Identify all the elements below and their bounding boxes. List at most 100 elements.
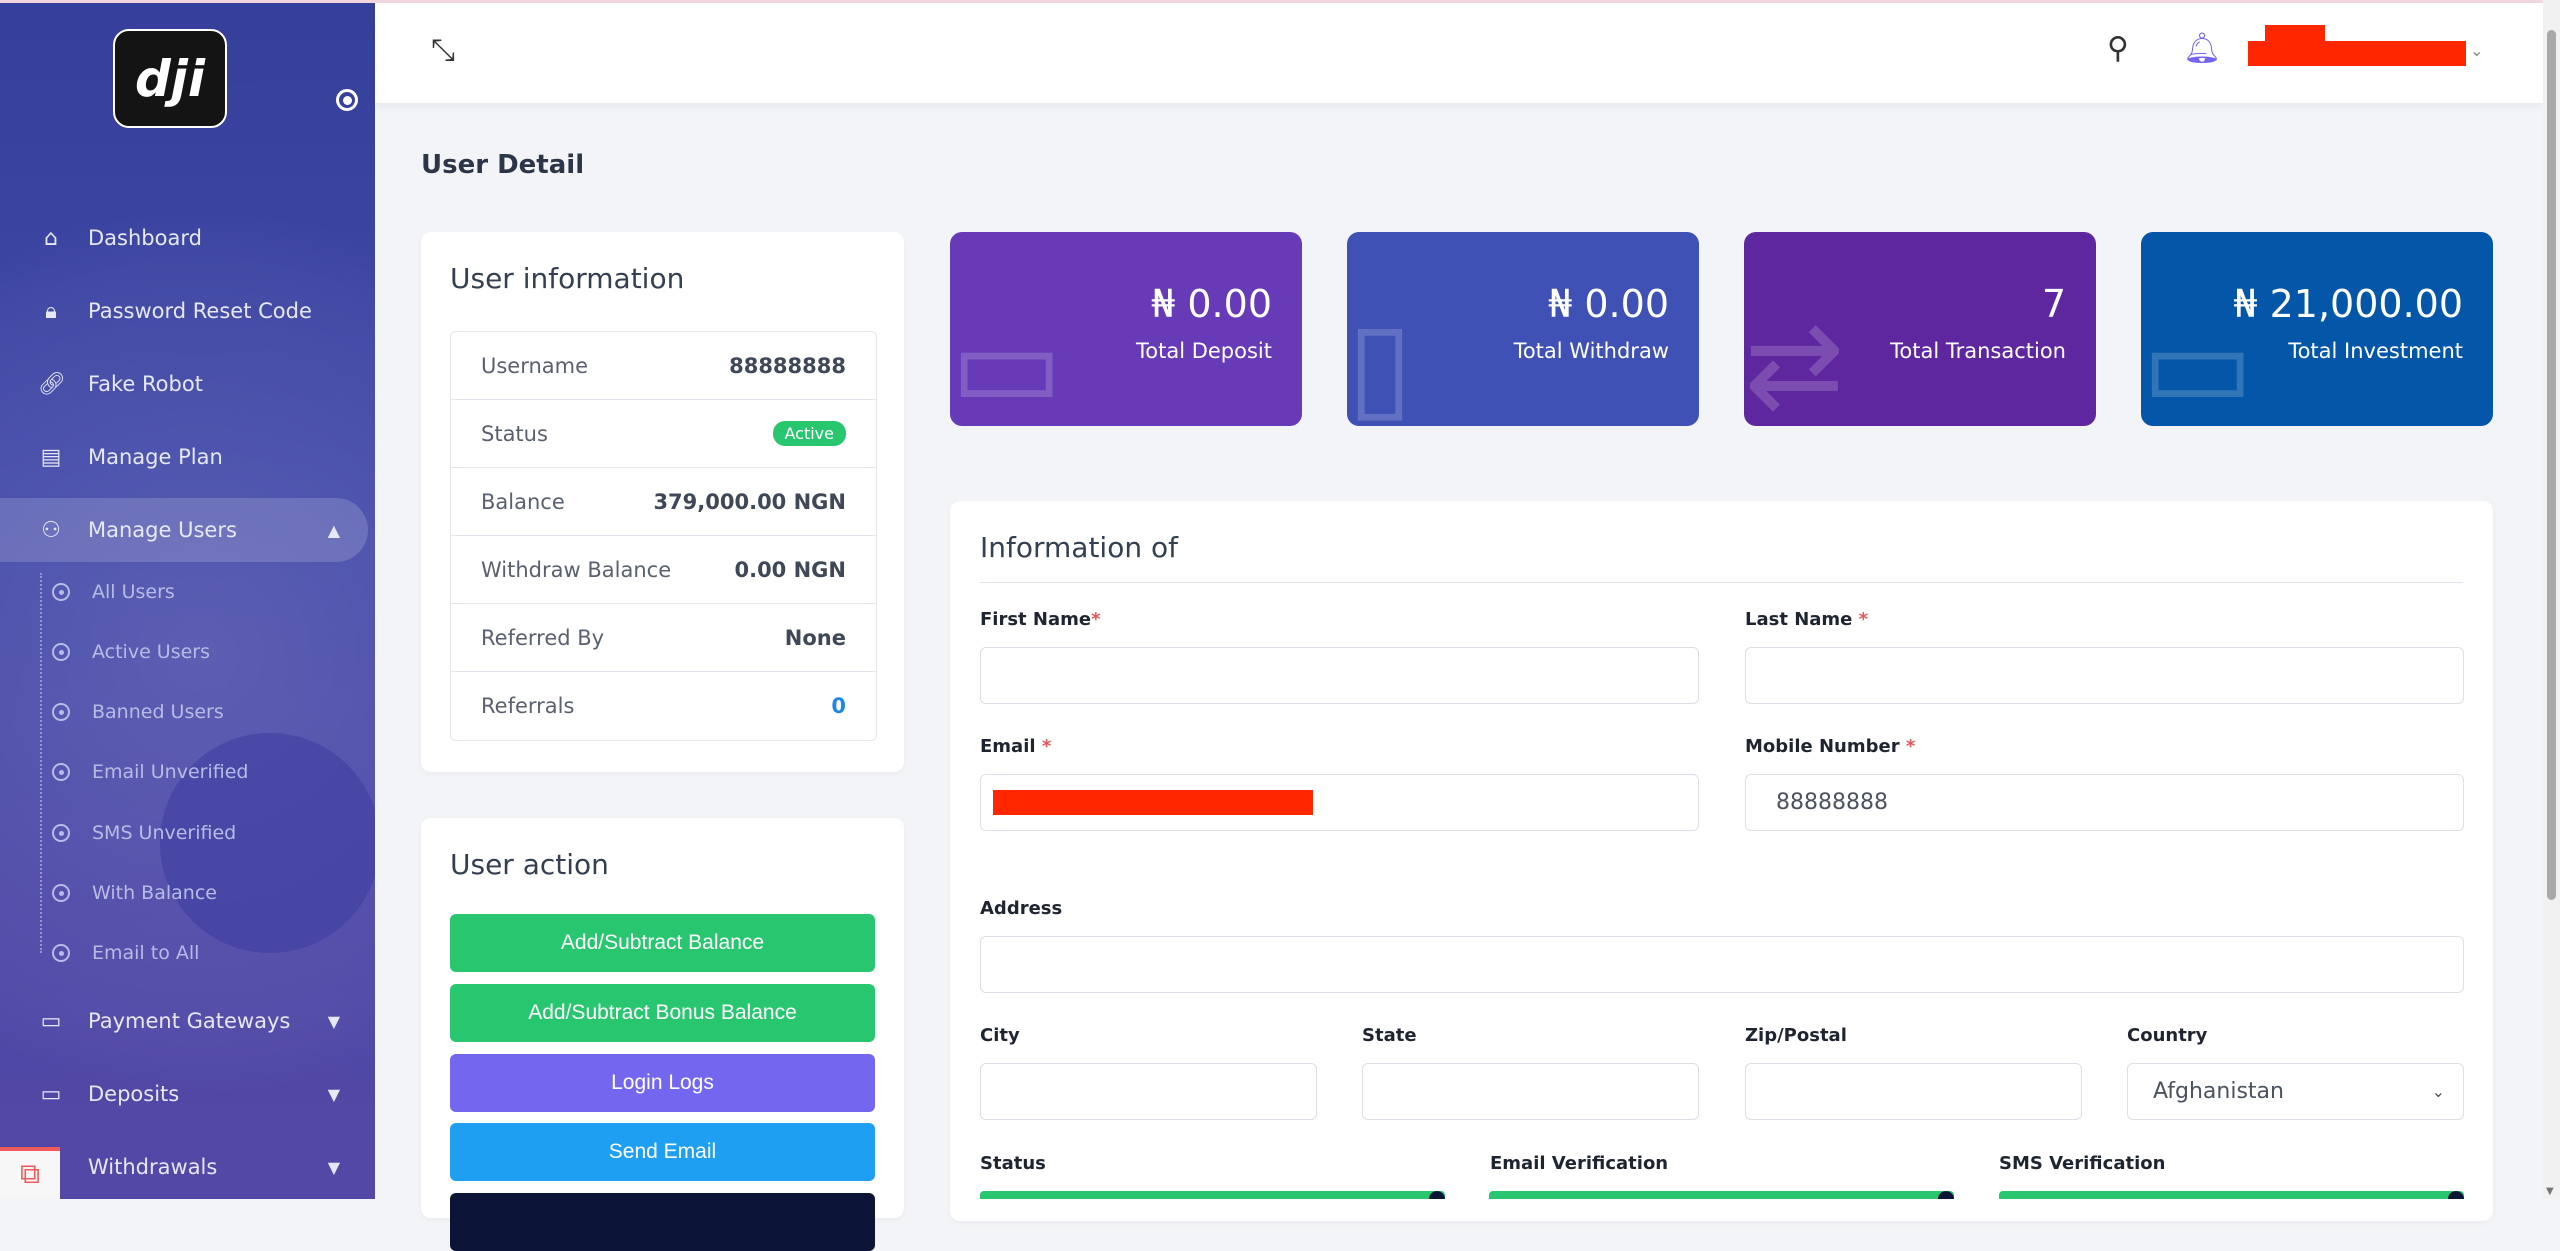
top-header: ⤡ ⚲ 🔔︎ ⌄ [375,3,2543,103]
sidebar-item-dashboard[interactable]: ⌂ Dashboard [0,206,368,270]
redacted-email [993,790,1313,815]
link-icon: 🔗︎ [38,371,66,397]
sidebar-item-fake-robot[interactable]: 🔗︎ Fake Robot [38,371,203,397]
city-input[interactable] [980,1063,1317,1120]
mobile-label: Mobile Number * [1745,736,1916,757]
address-label: Address [980,898,1063,919]
fullscreen-exit-icon[interactable]: ⤡ [431,33,455,68]
sidebar-item-manage-users[interactable]: ⚇ Manage Users ▲ [0,498,368,562]
action-button[interactable] [450,1193,875,1251]
zip-label: Zip/Postal [1745,1025,1847,1046]
sidebar-subitem-with-balance[interactable]: With Balance [52,873,217,913]
country-select[interactable]: Afghanistan ⌄ [2127,1063,2464,1120]
chevron-down-icon: ⌄ [2431,1082,2445,1101]
info-row-referrals: Referrals 0 [481,694,846,718]
information-form-card: Information of First Name* Last Name * E… [950,501,2493,1221]
email-verification-label: Email Verification [1490,1153,1669,1174]
country-label: Country [2127,1025,2208,1046]
credit-card-icon: ▭ [40,1081,62,1107]
status-label: Status [980,1153,1046,1174]
info-row-username: Username 88888888 [451,332,876,400]
email-input[interactable] [980,774,1699,831]
card-title: User information [450,262,685,295]
user-information-card: User information Username 88888888 Status… [421,232,904,772]
sidebar-item-password-reset-code[interactable]: 🔒︎ Password Reset Code [0,279,368,343]
first-name-input[interactable] [980,647,1699,704]
stat-total-transaction: ⇄ 7 Total Transaction [1744,232,2096,426]
bell-icon[interactable]: 🔔︎ [2183,31,2222,66]
credit-card-icon: ▭ [40,1008,62,1034]
card-title: Information of [980,531,1178,564]
sidebar-item-withdrawals[interactable]: ⇄Withdrawals▼ [0,1135,368,1199]
sidebar-subitem-sms-unverified[interactable]: SMS Unverified [52,813,236,853]
add-subtract-bonus-balance-button[interactable]: Add/Subtract Bonus Balance [450,984,875,1042]
top-border [0,0,2560,3]
state-input[interactable] [1362,1063,1699,1120]
circle-dot-icon [52,583,70,601]
circle-dot-icon [52,824,70,842]
sidebar-subitem-email-unverified[interactable]: Email Unverified [52,752,248,792]
home-icon: ⌂ [44,225,58,251]
zip-input[interactable] [1745,1063,2082,1120]
info-row-status: Status Active [451,400,876,468]
chevron-down-icon: ▼ [327,1084,340,1104]
info-row-referred-by: Referred By None [451,604,876,672]
sidebar-subitem-all-users[interactable]: All Users [52,572,175,612]
chevron-up-icon: ▲ [327,520,340,540]
user-action-card: User action Add/Subtract Balance Add/Sub… [421,818,904,1251]
sms-verification-label: SMS Verification [1999,1153,2166,1174]
send-email-button[interactable]: Send Email [450,1123,875,1181]
sidebar-subitem-active-users[interactable]: Active Users [52,632,210,672]
page-title: User Detail [421,150,585,180]
email-verification-toggle[interactable] [1489,1191,1954,1199]
credit-card-icon: ▭ [950,296,1064,426]
info-row-balance: Balance 379,000.00 NGN [451,468,876,536]
sms-verification-toggle[interactable] [1999,1191,2464,1199]
submenu-line [40,573,42,953]
divider [980,582,2463,583]
wallet-icon: ▯ [1347,296,1414,426]
sidebar-subitem-banned-users[interactable]: Banned Users [52,692,224,732]
stat-total-investment: ▭ ₦ 21,000.00 Total Investment [2141,232,2493,426]
stat-total-withdraw: ▯ ₦ 0.00 Total Withdraw [1347,232,1699,426]
status-toggle[interactable] [980,1191,1445,1199]
logo[interactable]: dji [113,29,227,128]
sidebar-item-payment-gateways[interactable]: ▭ Payment Gateways ▼ [0,989,368,1053]
sidebar-item-deposits[interactable]: ▭ Deposits ▼ [0,1062,368,1126]
laravel-debug-icon[interactable]: ⧉ [0,1147,60,1199]
address-input[interactable] [980,936,2464,993]
exchange-icon: ⇄ [1744,296,1845,426]
chevron-down-icon: ▼ [327,1011,340,1031]
lock-icon: 🔒︎ [45,298,57,324]
scrollbar[interactable]: ▼ [2543,0,2560,1199]
last-name-label: Last Name * [1745,609,1869,630]
state-label: State [1362,1025,1417,1046]
sidebar-toggle[interactable] [336,89,358,111]
info-row-withdraw-balance: Withdraw Balance 0.00 NGN [451,536,876,604]
circle-dot-icon [52,944,70,962]
first-name-label: First Name* [980,609,1101,630]
chevron-down-icon: ▼ [327,1157,340,1177]
last-name-input[interactable] [1745,647,2464,704]
card-title: User action [450,848,609,881]
redacted-username[interactable] [2248,41,2466,66]
search-icon[interactable]: ⚲ [2107,31,2129,66]
plan-icon: ▤ [40,444,62,470]
city-label: City [980,1025,1020,1046]
circle-dot-icon [52,643,70,661]
status-badge: Active [772,421,846,446]
money-bill-icon: ▭ [2141,296,2255,426]
mobile-input[interactable]: 88888888 [1745,774,2464,831]
login-logs-button[interactable]: Login Logs [450,1054,875,1112]
circle-dot-icon [52,884,70,902]
circle-dot-icon [52,703,70,721]
sidebar-subitem-email-to-all[interactable]: Email to All [52,933,199,973]
info-list: Username 88888888 Status Active Balance 379… [450,331,877,741]
add-subtract-balance-button[interactable]: Add/Subtract Balance [450,914,875,972]
decor-planet [160,733,375,953]
redacted-username [2265,25,2325,41]
sidebar: dji ⌂ Dashboard 🔒︎ Password Reset Code 🔗︎ F… [0,3,375,1199]
sidebar-item-manage-plan[interactable]: ▤ Manage Plan [0,425,368,489]
users-icon: ⚇ [41,517,61,543]
chevron-down-icon[interactable]: ⌄ [2470,41,2484,60]
